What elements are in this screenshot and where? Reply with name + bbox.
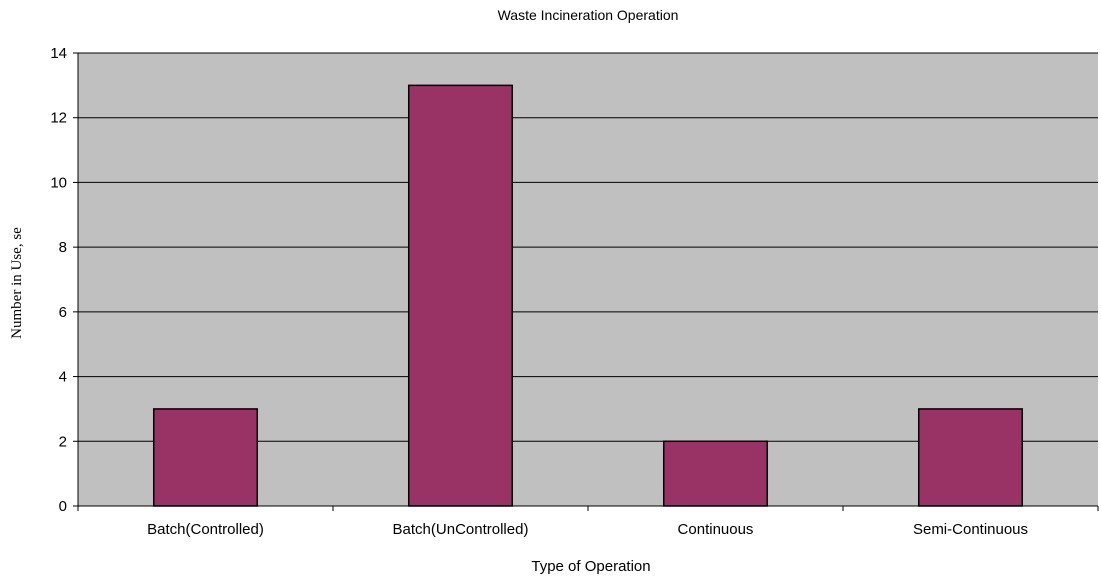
chart-title: Waste Incineration Operation [498, 7, 679, 23]
x-tick-labels: Batch(Controlled) Batch(UnControlled) Cont… [147, 521, 1028, 538]
y-tick-label: 0 [59, 498, 67, 515]
y-tick-label: 2 [59, 433, 67, 450]
y-tick-label: 14 [50, 45, 67, 62]
y-tick-label: 12 [50, 110, 67, 127]
x-tick-label: Continuous [678, 521, 754, 538]
bar [407, 84, 514, 507]
y-tick-labels: 0 2 4 6 8 10 12 14 [50, 45, 67, 515]
y-axis-label: Number in Use, se [9, 227, 25, 339]
bar [662, 440, 769, 507]
x-axis-label: Type of Operation [531, 558, 650, 575]
y-tick-label: 10 [50, 174, 67, 191]
x-tick-label: Batch(Controlled) [147, 521, 264, 538]
bar [152, 408, 259, 507]
bar [917, 408, 1024, 507]
y-tick-label: 6 [59, 304, 67, 321]
x-tick-label: Batch(UnControlled) [393, 521, 529, 538]
x-tick-label: Semi-Continuous [913, 521, 1028, 538]
y-tick-label: 8 [59, 239, 67, 256]
axes [73, 52, 1099, 511]
y-tick-label: 4 [59, 369, 67, 386]
